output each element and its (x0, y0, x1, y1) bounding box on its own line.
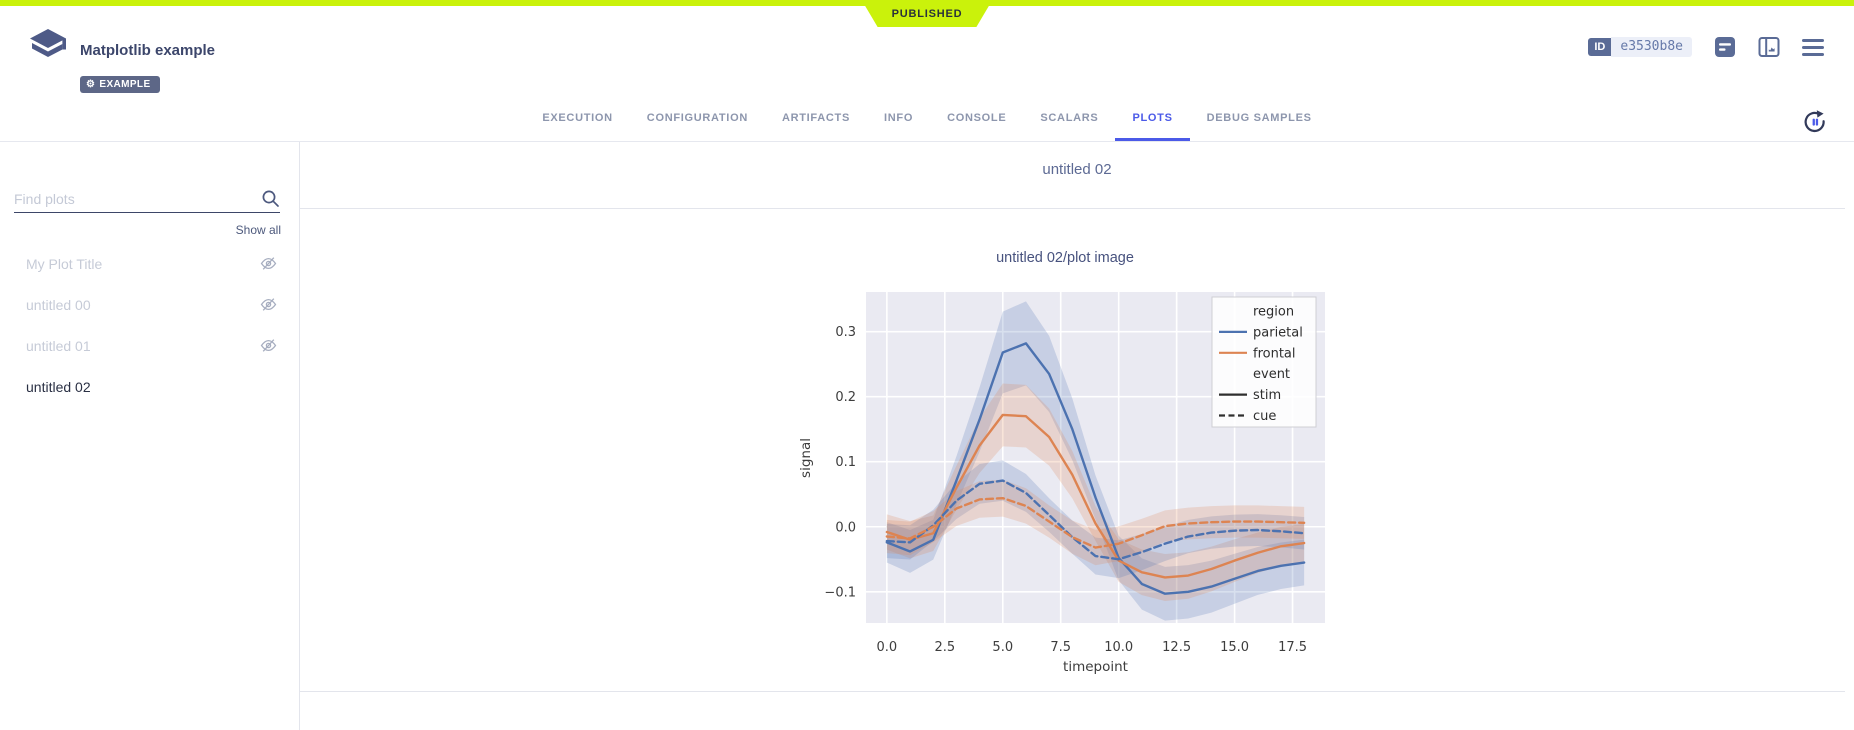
experiment-id-value: e3530b8e (1611, 37, 1692, 57)
confidence-band (886, 383, 1305, 601)
legend-label: event (1253, 367, 1290, 382)
show-all-link[interactable]: Show all (235, 223, 281, 237)
side-panel-chart-icon[interactable] (1758, 36, 1780, 58)
published-status-badge: PUBLISHED (862, 0, 993, 27)
legend-label: cue (1253, 409, 1276, 424)
tab-artifacts[interactable]: ARTIFACTS (781, 112, 850, 124)
example-tag-label: EXAMPLE (99, 79, 151, 90)
y-axis-label: signal (798, 438, 814, 478)
x-tick-label: 15.0 (1220, 640, 1249, 655)
plot-item-label: untitled 01 (26, 337, 91, 354)
plot-list-item-untitled-02[interactable]: untitled 02 (0, 366, 299, 407)
plot-list: My Plot Title untitled 00 untitled 01 un… (0, 243, 299, 407)
tab-configuration[interactable]: CONFIGURATION (646, 112, 748, 124)
example-tag: ⚙ EXAMPLE (80, 76, 160, 93)
search-icon[interactable] (261, 189, 280, 208)
y-tick-label: 0.2 (835, 390, 856, 405)
plot-item-label: untitled 00 (26, 296, 91, 313)
plot-item-label: untitled 02 (26, 378, 91, 395)
experiment-id-chip[interactable]: ID e3530b8e (1588, 37, 1692, 57)
plot-card: untitled 02/plot image timepoint signal 0.0… (300, 208, 1845, 692)
x-tick-label: 10.0 (1104, 640, 1133, 655)
clearml-logo-icon (28, 28, 68, 69)
content-area: Show all My Plot Title untitled 00 untit… (0, 142, 1854, 730)
plot-list-item-untitled-01[interactable]: untitled 01 (0, 325, 299, 366)
plot-group-title: untitled 02 (1042, 161, 1112, 178)
x-tick-label: 0.0 (877, 640, 898, 655)
legend-label: parietal (1253, 325, 1303, 340)
tab-info[interactable]: INFO (884, 112, 914, 124)
tab-scalars[interactable]: SCALARS (1040, 112, 1099, 124)
confidence-band (886, 301, 1305, 621)
auto-refresh-pause-icon[interactable] (1802, 109, 1828, 135)
app-header: Matplotlib example ⚙ EXAMPLE ID e3530b8e (0, 6, 1854, 98)
plot-image: untitled 02/plot image timepoint signal 0.0… (798, 250, 1325, 675)
chart-title: untitled 02/plot image (996, 250, 1134, 266)
series-line (885, 342, 1306, 595)
legend-label: frontal (1253, 346, 1296, 361)
gear-icon: ⚙ (86, 78, 96, 90)
eye-off-icon[interactable] (260, 255, 277, 272)
plots-main: untitled 02 untitled 02/plot image timepo… (300, 142, 1854, 730)
plot-item-label: My Plot Title (26, 255, 103, 272)
legend-label: stim (1253, 388, 1281, 403)
x-tick-label: 2.5 (934, 640, 955, 655)
tab-bar: EXECUTION CONFIGURATION ARTIFACTS INFO CONSO… (0, 98, 1854, 142)
confidence-band (886, 479, 1305, 566)
y-tick-label: 0.1 (835, 455, 856, 470)
tab-debug-samples[interactable]: DEBUG SAMPLES (1206, 112, 1312, 124)
experiment-title: Matplotlib example (80, 42, 216, 59)
plot-list-item-untitled-00[interactable]: untitled 00 (0, 284, 299, 325)
details-icon[interactable] (1714, 36, 1736, 58)
eye-off-icon[interactable] (260, 296, 277, 313)
id-badge: ID (1588, 38, 1612, 56)
confidence-band (886, 460, 1305, 579)
search-input[interactable] (14, 190, 261, 207)
tab-console[interactable]: CONSOLE (947, 112, 1007, 124)
eye-off-icon[interactable] (260, 337, 277, 354)
find-plots-search (14, 185, 280, 213)
y-tick-label: 0.0 (835, 520, 856, 535)
chart-legend: region parietal frontal event stim cue (1211, 296, 1317, 428)
plots-sidebar: Show all My Plot Title untitled 00 untit… (0, 142, 300, 730)
y-tick-label: −0.1 (824, 585, 856, 600)
tab-plots[interactable]: PLOTS (1115, 112, 1190, 141)
x-tick-label: 7.5 (1050, 640, 1071, 655)
plot-list-item-my-plot-title[interactable]: My Plot Title (0, 243, 299, 284)
series-line (885, 496, 1306, 549)
series-line (885, 413, 1306, 579)
x-tick-label: 12.5 (1162, 640, 1191, 655)
x-tick-label: 5.0 (992, 640, 1013, 655)
y-tick-label: 0.3 (835, 325, 856, 340)
chart-series (885, 301, 1306, 621)
menu-icon[interactable] (1802, 38, 1824, 56)
x-axis-label: timepoint (1063, 659, 1128, 675)
series-line (885, 479, 1306, 561)
x-tick-label: 17.5 (1278, 640, 1307, 655)
tab-execution[interactable]: EXECUTION (542, 112, 613, 124)
legend-label: region (1253, 305, 1294, 320)
tab-bar-tabs: EXECUTION CONFIGURATION ARTIFACTS INFO CONSO… (525, 112, 1328, 141)
